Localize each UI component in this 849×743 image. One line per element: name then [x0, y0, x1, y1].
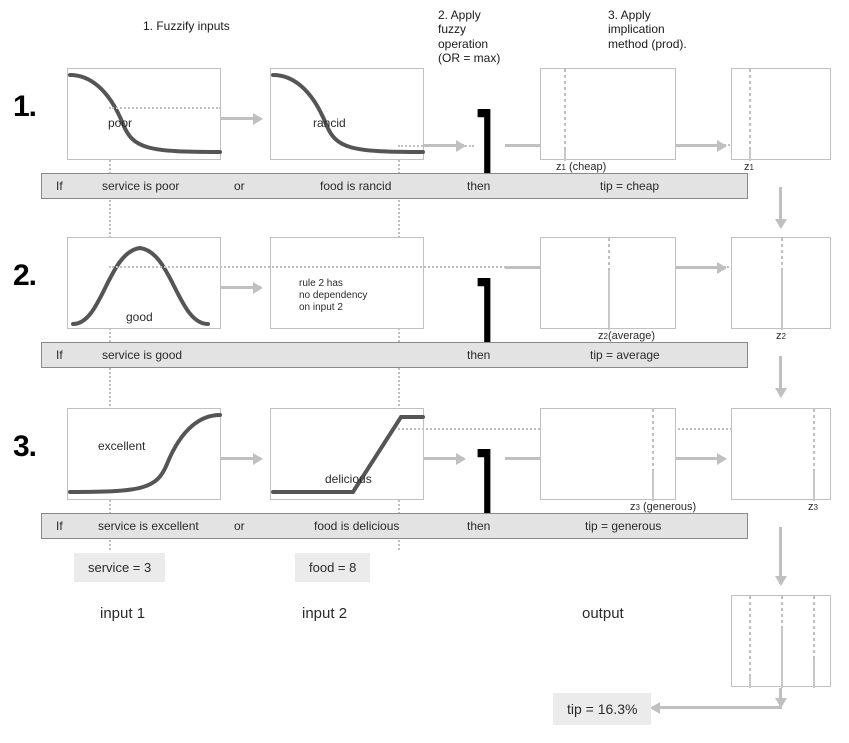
rule3-mf-service: excellent [67, 408, 221, 500]
rule3-mf-food-label: delicious [325, 472, 372, 486]
rule1-z-caption: z1 (cheap) [556, 161, 606, 173]
bracket-r3: ] [477, 452, 493, 514]
rule1-if: If [56, 179, 63, 193]
rule1-op: or [234, 179, 245, 193]
rule2-mf-service-label: good [126, 310, 153, 324]
rule3-bar: If service is excellent or food is delic… [41, 513, 748, 539]
service-value-label: service = 3 [74, 553, 165, 582]
rule1-cons: tip = cheap [600, 179, 659, 193]
bracket-r1: ] [477, 112, 493, 174]
rule2-z-caption: z2(average) [598, 330, 655, 342]
arrow-down-r1 [779, 187, 782, 227]
arrow-r2-a [221, 286, 261, 289]
arrow-r3-a [221, 457, 261, 460]
food-value-label: food = 8 [295, 553, 370, 582]
r1-dash-a [109, 107, 221, 109]
rule1-cond-a: service is poor [102, 179, 179, 193]
rule3-cons: tip = generous [585, 519, 661, 533]
agg-across [662, 706, 782, 709]
input1-axis-label: input 1 [100, 605, 145, 622]
rule3-small-out [731, 408, 831, 500]
aggregation-box [731, 595, 831, 687]
rule2-cond-a: service is good [102, 348, 182, 362]
rule3-mf-food: delicious [270, 408, 424, 500]
rule2-bar: If service is good then tip = average [41, 342, 748, 368]
arrow-down-r2 [779, 356, 782, 396]
rule2-output-box [540, 237, 676, 329]
rule3-z-caption: z3 (generous) [630, 501, 696, 513]
rule1-then: then [467, 179, 490, 193]
rule1-z-small: z1 [744, 161, 754, 173]
arrow-down-r3 [779, 527, 782, 584]
rule3-z-small: z3 [808, 501, 818, 513]
rule3-then: then [467, 519, 490, 533]
bracket-r2: ] [477, 281, 493, 343]
rule3-cond-a: service is excellent [98, 519, 199, 533]
rule2-then: then [467, 348, 490, 362]
agg-arrow-left [652, 706, 662, 709]
header-implication: 3. Apply implication method (prod). [608, 8, 687, 51]
rule1-bar: If service is poor or food is rancid the… [41, 173, 748, 199]
rule2-note: rule 2 has no dependency on input 2 [299, 278, 367, 314]
header-fuzzyop: 2. Apply fuzzy operation (OR = max) [438, 8, 500, 66]
rule1-small-out [731, 68, 831, 160]
agg-down [779, 688, 782, 706]
input2-axis-label: input 2 [302, 605, 347, 622]
rule2-z-small: z2 [776, 330, 786, 342]
rule1-cond-b: food is rancid [320, 179, 391, 193]
rule3-op: or [234, 519, 245, 533]
rule2-number: 2. [13, 259, 36, 293]
rule3-if: If [56, 519, 63, 533]
rule2-if: If [56, 348, 63, 362]
header-fuzzify: 1. Fuzzify inputs [143, 19, 230, 33]
rule1-output-box [540, 68, 676, 160]
arrow-r1-a [221, 117, 261, 120]
rule3-number: 3. [13, 430, 36, 464]
rule3-cond-b: food is delicious [314, 519, 399, 533]
rule2-small-out [731, 237, 831, 329]
rule3-mf-service-label: excellent [98, 439, 145, 453]
rule1-mf-service: poor [67, 68, 221, 160]
rule2-mf-service: good [67, 237, 221, 329]
arrow-r3-b [424, 457, 464, 460]
result-label: tip = 16.3% [553, 693, 651, 725]
output-axis-label: output [582, 605, 624, 622]
rule1-number: 1. [13, 90, 36, 124]
rule1-mf-service-label: poor [108, 116, 132, 130]
rule2-mf-food-empty: rule 2 has no dependency on input 2 [270, 237, 424, 329]
rule2-cons: tip = average [590, 348, 660, 362]
rule1-mf-food-label: rancid [313, 116, 346, 130]
rule3-output-box [540, 408, 676, 500]
r1-dash-b [398, 145, 474, 147]
